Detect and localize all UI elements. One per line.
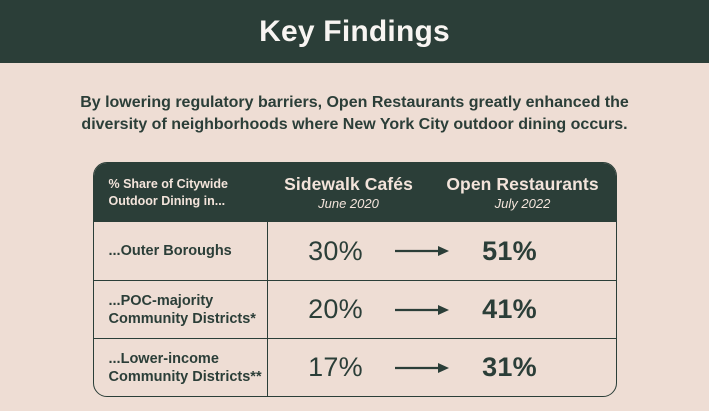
value-after: 41% [482, 294, 537, 325]
intro-text: By lowering regulatory barriers, Open Re… [0, 92, 709, 135]
table-row: ...Lower-income Community Districts** 17… [93, 338, 616, 397]
value-after: 31% [482, 352, 537, 383]
table-header-row: % Share of Citywide Outdoor Dining in...… [93, 163, 616, 223]
right-arrow-icon [394, 244, 450, 258]
intro-line-1: By lowering regulatory barriers, Open Re… [80, 94, 629, 111]
column-title: Sidewalk Cafés [284, 174, 413, 195]
right-arrow-icon [394, 361, 450, 375]
column-header-sidewalk-cafes: Sidewalk Cafés June 2020 [268, 174, 430, 211]
table-row: ...Outer Boroughs 30% 51% [94, 222, 616, 281]
row-label: ...Lower-income Community Districts** [94, 339, 268, 397]
column-header-open-restaurants: Open Restaurants July 2022 [430, 174, 616, 211]
value-before: 30% [308, 235, 363, 266]
right-arrow-icon [394, 303, 450, 317]
row-label: ...POC-majority Community Districts* [94, 281, 268, 339]
value-before: 20% [308, 294, 363, 325]
intro-line-2: diversity of neighborhoods where New Yor… [81, 115, 628, 133]
page-title: Key Findings [259, 14, 450, 48]
table-row: ...POC-majority Community Districts* 20%… [93, 280, 616, 339]
column-title: Open Restaurants [446, 174, 599, 195]
column-subtitle: June 2020 [318, 196, 379, 212]
value-before: 17% [308, 352, 363, 383]
row-values: 17% 31% [268, 339, 616, 396]
findings-table: % Share of Citywide Outdoor Dining in...… [92, 162, 617, 398]
row-label: ...Outer Boroughs [94, 222, 268, 281]
header-bar: Key Findings [0, 0, 709, 63]
row-values: 30% 51% [268, 222, 616, 280]
row-values: 20% 41% [268, 281, 616, 338]
value-after: 51% [482, 235, 537, 266]
column-subtitle: July 2022 [494, 196, 551, 212]
table-corner-label: % Share of Citywide Outdoor Dining in... [108, 177, 228, 208]
